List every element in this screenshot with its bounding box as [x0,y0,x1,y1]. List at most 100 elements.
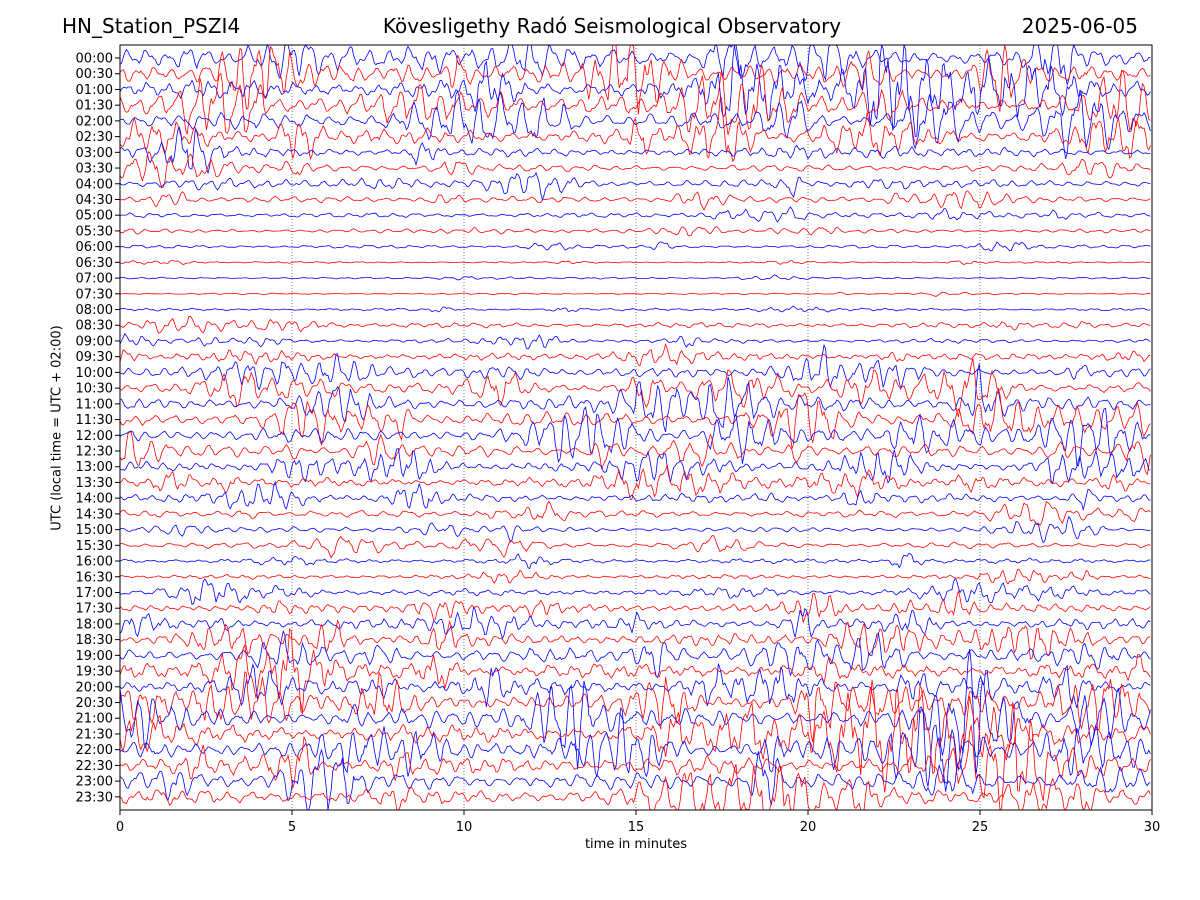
seismogram-trace [119,190,1151,211]
y-axis-ticks: 00:0000:3001:0001:3002:0002:3003:0003:30… [76,52,120,805]
seismogram-trace [119,206,1151,223]
seismogram-trace [119,515,1151,544]
y-tick-label: 11:00 [76,397,113,412]
y-tick-label: 21:00 [76,712,113,727]
seismogram-trace [119,649,1151,775]
y-tick-label: 14:30 [76,507,113,522]
y-tick-label: 19:00 [76,649,113,664]
y-tick-label: 17:30 [76,602,113,617]
y-tick-label: 01:30 [76,99,113,114]
y-tick-label: 18:30 [76,633,113,648]
y-tick-label: 05:30 [76,224,113,239]
y-tick-label: 21:30 [76,727,113,742]
y-tick-label: 05:00 [76,209,113,224]
grid-lines [291,45,981,810]
y-tick-label: 16:00 [76,555,113,570]
seismogram-trace [119,480,1151,512]
seismogram-trace [119,291,1151,297]
seismogram-trace [119,619,1151,660]
seismogram-trace [119,64,1151,135]
y-tick-label: 06:30 [76,256,113,271]
x-axis-ticks: 0 5 10 15 20 25 30 [116,810,1160,835]
y-tick-label: 11:30 [76,413,113,428]
y-tick-label: 03:00 [76,146,113,161]
chart-title: Kövesligethy Radó Seismological Observat… [382,14,842,38]
y-tick-label: 20:30 [76,696,113,711]
y-tick-label: 02:00 [76,114,113,129]
y-tick-label: 18:00 [76,617,113,632]
seismogram-trace [119,333,1151,350]
seismogram-traces [119,43,1151,812]
y-axis-label: UTC (local time = UTC + 02:00) [49,325,65,531]
seismogram-trace [119,342,1151,367]
y-tick-label: 22:00 [76,743,113,758]
y-tick-label: 07:30 [76,287,113,302]
x-axis-label: time in minutes [584,837,688,852]
y-tick-label: 22:30 [76,759,113,774]
y-tick-label: 23:00 [76,775,113,790]
chart-date: 2025-06-05 [1021,14,1138,38]
y-tick-label: 15:00 [76,523,113,538]
y-tick-label: 09:00 [76,334,113,349]
y-tick-label: 03:30 [76,162,113,177]
seismogram-trace [119,358,1151,417]
y-tick-label: 20:00 [76,680,113,695]
y-tick-label: 08:00 [76,303,113,318]
x-tick-label: 10 [456,820,473,835]
y-tick-label: 09:30 [76,350,113,365]
y-tick-label: 10:30 [76,382,113,397]
seismogram-trace [119,679,1151,793]
y-tick-label: 08:30 [76,319,113,334]
x-tick-label: 30 [1144,820,1161,835]
seismogram-trace [119,406,1151,467]
seismogram-trace [119,363,1151,433]
y-tick-label: 10:00 [76,366,113,381]
seismogram-trace [119,706,1151,792]
seismogram-trace [119,274,1151,281]
seismogram-trace [119,96,1151,163]
seismogram-trace [119,260,1151,265]
seismogram-trace [119,387,1151,449]
x-tick-label: 20 [800,820,817,835]
y-tick-label: 00:30 [76,67,113,82]
seismogram-trace [119,226,1151,237]
y-tick-label: 01:00 [76,83,113,98]
seismogram-trace [119,629,1151,679]
y-tick-label: 23:30 [76,790,113,805]
seismogram-trace [119,125,1151,175]
y-tick-label: 16:30 [76,570,113,585]
seismogram-trace [119,431,1151,476]
seismogram-trace [119,589,1151,624]
seismogram-trace [119,663,1151,709]
seismogram-trace [119,305,1151,313]
seismogram-trace [120,241,1151,252]
x-tick-label: 15 [628,820,645,835]
seismogram-trace [119,552,1151,570]
y-tick-label: 06:00 [76,240,113,255]
seismogram-trace [119,605,1151,640]
y-tick-label: 12:30 [76,445,113,460]
seismogram-trace [119,628,1151,715]
seismogram-trace [119,171,1151,202]
y-tick-label: 07:00 [76,272,113,287]
seismogram-trace [119,500,1151,526]
seismogram-trace [119,44,1151,138]
seismogram-trace [119,463,1151,500]
seismogram-trace [119,44,1151,115]
y-tick-label: 15:30 [76,539,113,554]
seismogram-trace [119,577,1151,605]
seismogram-trace [119,150,1151,189]
seismogram-trace [119,535,1151,559]
seismogram-trace [119,343,1151,391]
y-tick-label: 12:00 [76,429,113,444]
seismogram-trace [119,89,1151,159]
y-tick-label: 04:00 [76,177,113,192]
y-tick-label: 19:30 [76,665,113,680]
y-tick-label: 13:00 [76,460,113,475]
y-tick-label: 00:00 [76,52,113,67]
x-tick-label: 0 [116,820,124,835]
seismogram-trace [119,568,1151,585]
station-name: HN_Station_PSZI4 [62,14,241,38]
seismogram-trace [119,670,1151,743]
